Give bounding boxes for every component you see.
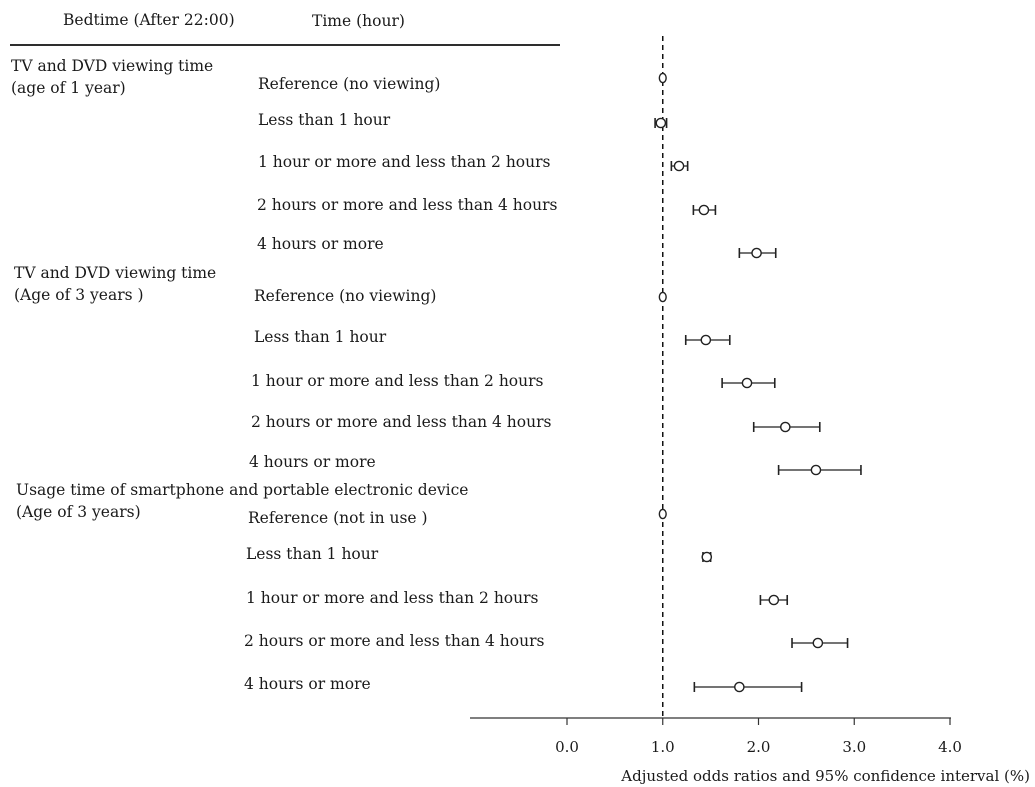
odds-ratio-point [655, 117, 667, 129]
header-time: Time (hour) [312, 12, 405, 30]
x-axis-label: Adjusted odds ratios and 95% confidence … [620, 767, 1030, 785]
odds-ratio-point [810, 464, 822, 476]
row-label: 2 hours or more and less than 4 hours [251, 413, 551, 431]
odds-ratio-point [741, 377, 753, 389]
row-label: Less than 1 hour [258, 111, 391, 129]
odds-ratio-point [658, 508, 667, 520]
group-title: (Age of 3 years) [16, 503, 141, 521]
odds-ratio-point [698, 204, 710, 216]
row-label: 2 hours or more and less than 4 hours [244, 632, 544, 650]
row-label: Reference (not in use ) [248, 509, 428, 527]
row-label: Less than 1 hour [246, 545, 379, 563]
row-label: 4 hours or more [257, 235, 384, 253]
group-title: TV and DVD viewing time [11, 57, 213, 75]
odds-ratio-point [700, 334, 712, 346]
row-label: 1 hour or more and less than 2 hours [251, 372, 544, 390]
odds-ratio-point [768, 594, 780, 606]
row-label: 4 hours or more [244, 675, 371, 693]
row-labels: Reference (no viewing) Less than 1 hour 1 … [244, 75, 557, 693]
row-label: Reference (no viewing) [258, 75, 440, 93]
x-tick-label: 1.0 [651, 738, 675, 756]
row-label: 1 hour or more and less than 2 hours [258, 153, 551, 171]
row-label: 2 hours or more and less than 4 hours [257, 196, 557, 214]
row-label: 1 hour or more and less than 2 hours [246, 589, 539, 607]
odds-ratio-point [673, 160, 685, 172]
group-title: Usage time of smartphone and portable el… [16, 481, 468, 499]
x-axis-ticks: 0.0 1.0 2.0 3.0 4.0 [555, 718, 962, 756]
group-title: TV and DVD viewing time [14, 264, 216, 282]
x-tick-label: 4.0 [938, 738, 962, 756]
group-title: (Age of 3 years ) [14, 286, 144, 304]
row-label: Less than 1 hour [254, 328, 387, 346]
odds-ratio-point [734, 681, 745, 693]
group-titles: TV and DVD viewing time (age of 1 year) TV… [11, 57, 468, 521]
row-label: 4 hours or more [249, 453, 376, 471]
group-title: (age of 1 year) [11, 79, 126, 97]
odds-ratio-point [658, 72, 667, 84]
row-label: Reference (no viewing) [254, 287, 436, 305]
header-bedtime: Bedtime (After 22:00) [63, 11, 235, 29]
x-tick-label: 2.0 [747, 738, 771, 756]
estimate-marks [654, 72, 862, 693]
x-tick-label: 3.0 [842, 738, 866, 756]
odds-ratio-point [701, 551, 713, 563]
odds-ratio-point [751, 247, 762, 259]
odds-ratio-point [780, 421, 791, 433]
odds-ratio-point [812, 637, 824, 649]
x-tick-label: 0.0 [555, 738, 579, 756]
odds-ratio-point [658, 291, 667, 303]
